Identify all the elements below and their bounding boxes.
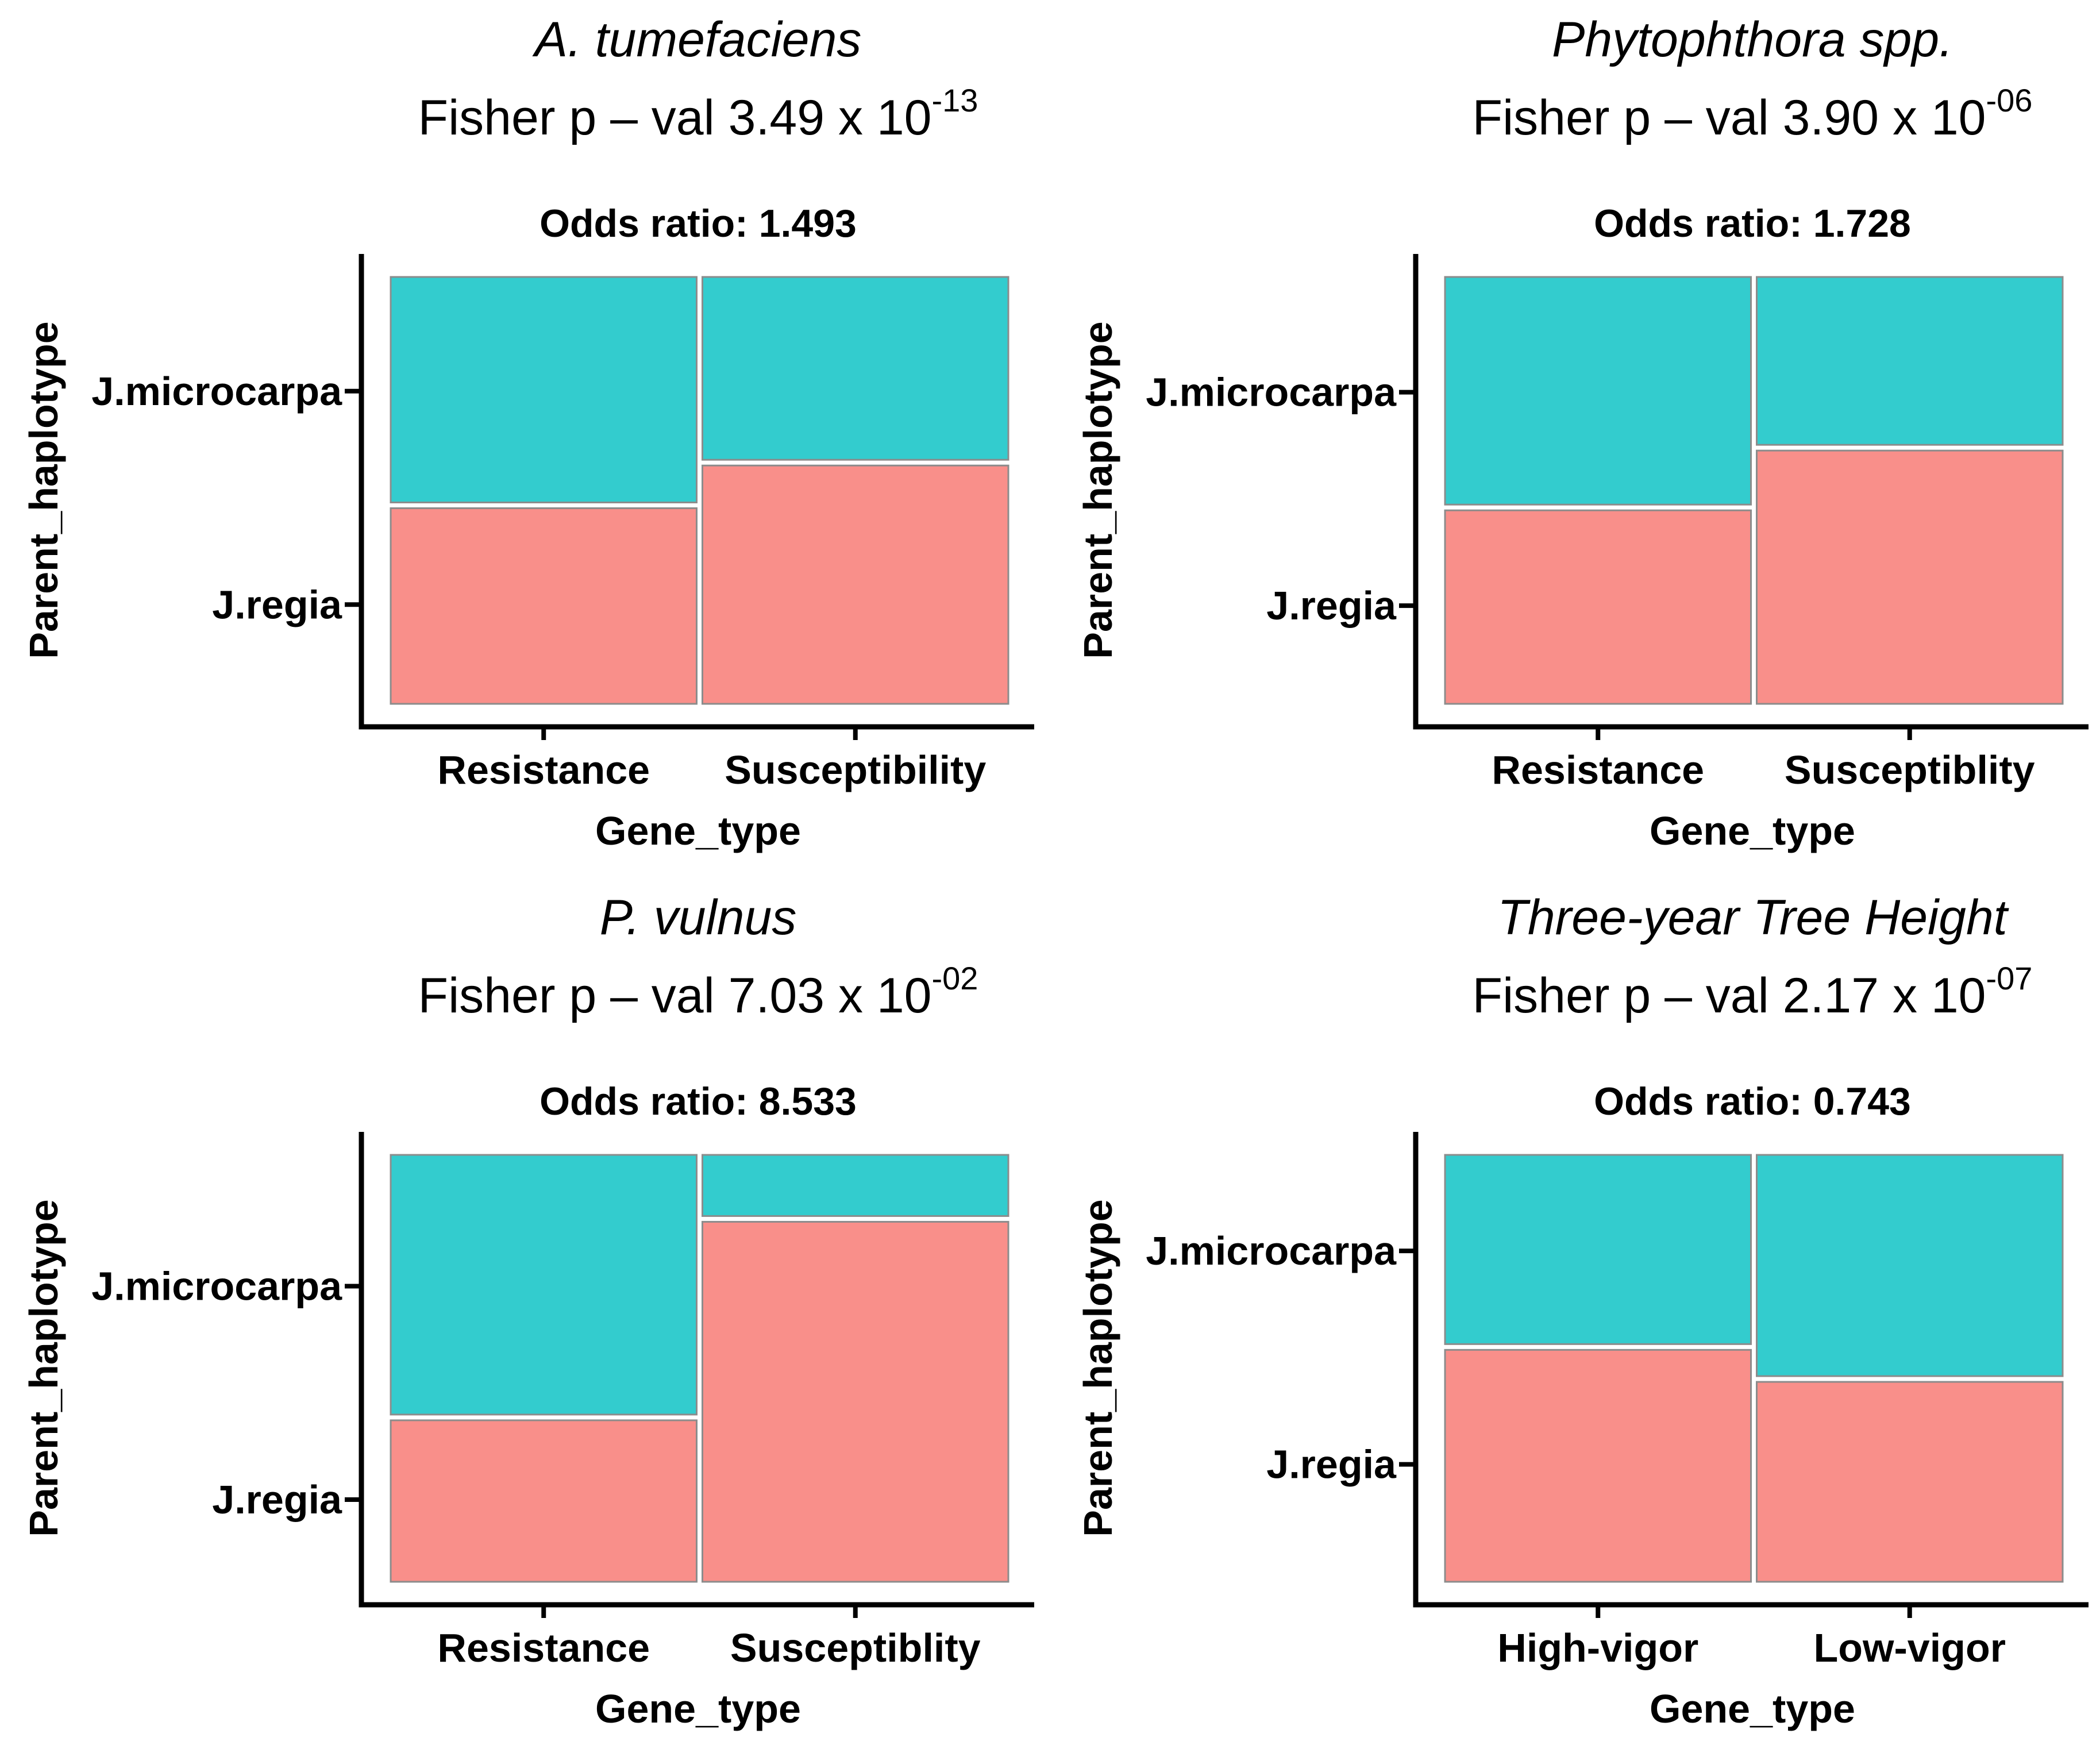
tile-resistance-j-microcarpa <box>1444 276 1752 506</box>
x-tick-label: Resistance <box>437 1625 650 1670</box>
fisher-prefix: Fisher p – val <box>418 90 715 145</box>
fisher-pvalue-line: Fisher p – val 7.03 x 10-02 <box>418 960 978 1023</box>
y-tick-label: J.regia <box>212 582 342 627</box>
fisher-exponent: -13 <box>932 82 978 118</box>
y-tick-label: J.regia <box>1266 583 1397 628</box>
tile-high-vigor-j-microcarpa <box>1444 1154 1752 1345</box>
x-tick-label: Susceptiblity <box>730 1625 981 1670</box>
tile-susceptiblity-j-microcarpa <box>1756 276 2064 446</box>
fisher-prefix: Fisher p – val <box>1473 90 1769 145</box>
x-axis-title: Gene_type <box>1650 1686 1855 1731</box>
y-axis-title: Parent_haplotype <box>21 321 66 658</box>
tile-resistance-j-regia <box>390 507 698 705</box>
x-tick-label: High-vigor <box>1497 1625 1698 1670</box>
fisher-mantissa: 3.90 <box>1783 90 1879 145</box>
x-axis-title: Gene_type <box>595 1686 801 1731</box>
panel-1: A. tumefaciens Fisher p – val 3.49 x 10-1… <box>21 12 1034 853</box>
x-axis-title: Gene_type <box>1650 808 1855 853</box>
tile-resistance-j-microcarpa <box>390 276 698 504</box>
fisher-exponent: -06 <box>1986 82 2033 118</box>
panel-title: A. tumefaciens <box>532 12 862 67</box>
y-tick-label: J.regia <box>1266 1442 1397 1487</box>
tile-resistance-j-regia <box>390 1419 698 1583</box>
y-tick-label: J.regia <box>212 1477 342 1522</box>
axis-lines <box>1413 1132 2089 1608</box>
tile-resistance-j-microcarpa <box>390 1154 698 1416</box>
fisher-pvalue-line: Fisher p – val 3.49 x 10-13 <box>418 82 978 145</box>
fisher-times-ten: x 10 <box>1893 90 1986 145</box>
y-tick-label: J.microcarpa <box>1146 370 1397 415</box>
odds-ratio-label: Odds ratio: 1.493 <box>540 202 857 245</box>
fisher-times-ten: x 10 <box>838 90 932 145</box>
axis-lines <box>359 1132 1034 1608</box>
tile-susceptiblity-j-regia <box>702 1220 1009 1583</box>
fisher-prefix: Fisher p – val <box>418 968 715 1023</box>
fisher-exponent: -02 <box>932 960 978 996</box>
tile-low-vigor-j-regia <box>1756 1381 2064 1583</box>
axis-lines <box>1413 254 2089 730</box>
tile-resistance-j-regia <box>1444 509 1752 705</box>
y-axis-title: Parent_haplotype <box>21 1199 66 1536</box>
x-tick-label: Susceptibility <box>725 748 986 792</box>
tile-susceptiblity-j-regia <box>1756 449 2064 705</box>
fisher-pvalue-line: Fisher p – val 2.17 x 10-07 <box>1473 960 2033 1023</box>
tile-low-vigor-j-microcarpa <box>1756 1154 2064 1377</box>
fisher-times-ten: x 10 <box>1893 968 1986 1023</box>
y-axis-title: Parent_haplotype <box>1076 1199 1120 1536</box>
fisher-prefix: Fisher p – val <box>1473 968 1769 1023</box>
panel-3: P. vulnus Fisher p – val 7.03 x 10-02 Odds… <box>21 890 1034 1731</box>
tile-susceptibility-j-microcarpa <box>702 276 1009 461</box>
x-axis-title: Gene_type <box>595 808 801 853</box>
fisher-mantissa: 3.49 <box>729 90 824 145</box>
tile-high-vigor-j-regia <box>1444 1349 1752 1583</box>
x-tick-label: Resistance <box>1492 748 1704 792</box>
panel-title: Three-year Tree Height <box>1497 890 2009 945</box>
fisher-exponent: -07 <box>1986 960 2033 996</box>
fisher-mantissa: 2.17 <box>1783 968 1879 1023</box>
panel-4: Three-year Tree Height Fisher p – val 2.1… <box>1076 890 2089 1731</box>
fisher-times-ten: x 10 <box>838 968 932 1023</box>
odds-ratio-label: Odds ratio: 8.533 <box>540 1080 857 1123</box>
odds-ratio-label: Odds ratio: 1.728 <box>1594 202 1911 245</box>
panel-title: Phytophthora spp. <box>1552 12 1953 67</box>
tile-susceptiblity-j-microcarpa <box>702 1154 1009 1217</box>
y-tick-label: J.microcarpa <box>91 369 342 414</box>
x-tick-label: Resistance <box>437 748 650 792</box>
odds-ratio-label: Odds ratio: 0.743 <box>1594 1080 1911 1123</box>
panel-2: Phytophthora spp. Fisher p – val 3.90 x 1… <box>1076 12 2089 853</box>
x-tick-label: Susceptiblity <box>1785 748 2035 792</box>
axis-lines <box>359 254 1034 730</box>
y-axis-title: Parent_haplotype <box>1076 321 1120 658</box>
y-tick-label: J.microcarpa <box>91 1263 342 1308</box>
tile-susceptibility-j-regia <box>702 464 1009 705</box>
panel-title: P. vulnus <box>600 890 797 945</box>
fisher-mantissa: 7.03 <box>729 968 824 1023</box>
y-tick-label: J.microcarpa <box>1146 1228 1397 1273</box>
x-tick-label: Low-vigor <box>1814 1625 2006 1670</box>
fisher-pvalue-line: Fisher p – val 3.90 x 10-06 <box>1473 82 2033 145</box>
